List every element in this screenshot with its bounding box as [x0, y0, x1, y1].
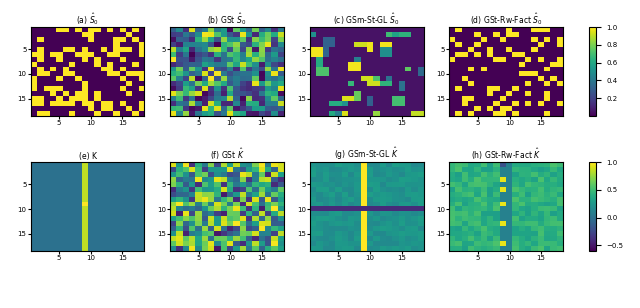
Title: (g) GSm-St-GL $\hat{K}$: (g) GSm-St-GL $\hat{K}$ — [335, 146, 399, 162]
Title: (a) $\hat{S}_0$: (a) $\hat{S}_0$ — [76, 11, 99, 27]
Title: (d) GSt-Rw-Fact $\hat{S}_0$: (d) GSt-Rw-Fact $\hat{S}_0$ — [470, 11, 543, 27]
Title: (f) GSt $\hat{K}$: (f) GSt $\hat{K}$ — [210, 147, 244, 162]
Title: (e) K: (e) K — [79, 152, 97, 161]
Title: (b) GSt $\hat{S}_0$: (b) GSt $\hat{S}_0$ — [207, 11, 247, 27]
Title: (c) GSm-St-GL $\hat{S}_0$: (c) GSm-St-GL $\hat{S}_0$ — [333, 11, 400, 27]
Title: (h) GSt-Rw-Fact $\hat{K}$: (h) GSt-Rw-Fact $\hat{K}$ — [471, 147, 541, 162]
